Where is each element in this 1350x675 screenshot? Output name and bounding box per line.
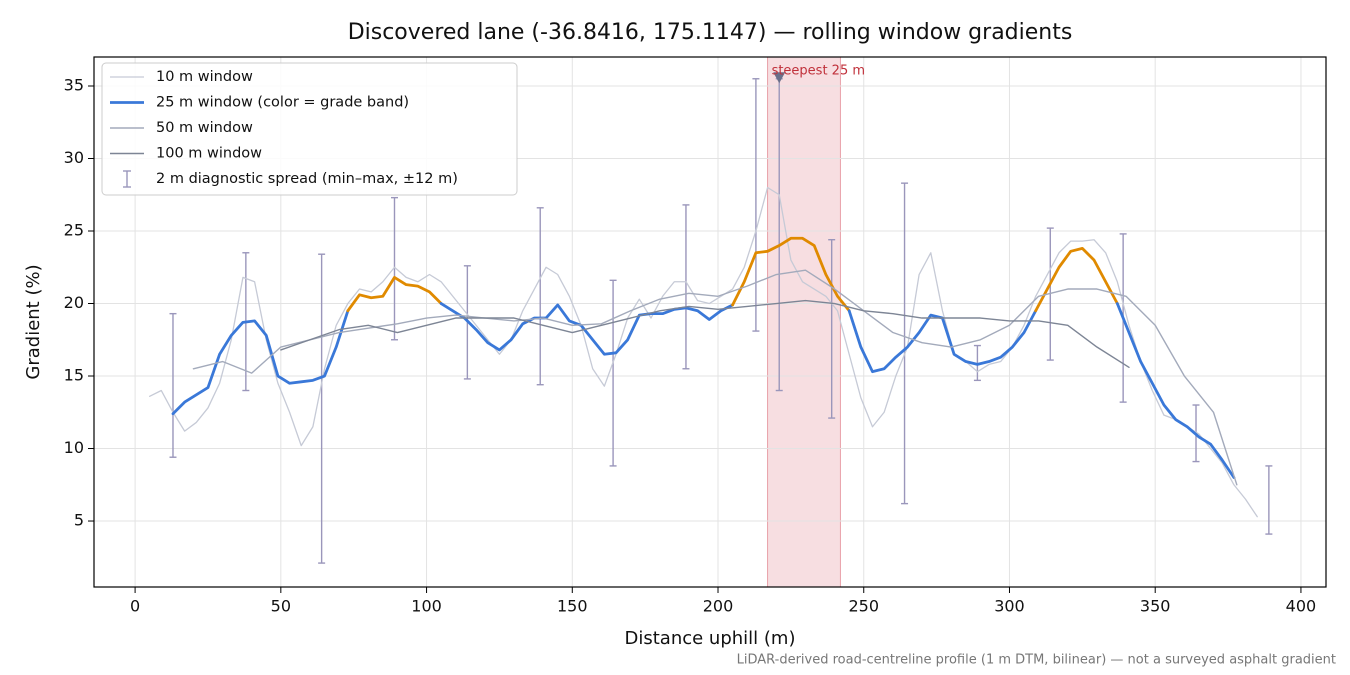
error-bar xyxy=(390,196,398,341)
error-bar xyxy=(536,207,544,386)
legend-label: 100 m window xyxy=(156,146,262,162)
error-bar xyxy=(1265,465,1273,535)
x-tick-label: 100 xyxy=(411,597,442,616)
plot-frame xyxy=(93,56,1327,588)
series-line-band xyxy=(1115,302,1236,479)
footnote: LiDAR-derived road-centreline profile (1… xyxy=(737,653,1336,668)
error-bar xyxy=(169,312,177,458)
series-line xyxy=(280,299,1130,369)
chart-title: Discovered lane (-36.8416, 175.1147) — r… xyxy=(348,20,1073,45)
x-tick-label: 300 xyxy=(994,597,1025,616)
highlight-label: steepest 25 m xyxy=(772,64,865,79)
legend-label: 10 m window xyxy=(156,69,253,85)
legend-label: 50 m window xyxy=(156,120,253,136)
legend-label: 2 m diagnostic spread (min–max, ±12 m) xyxy=(156,171,458,187)
error-bar xyxy=(1046,227,1054,361)
series-line xyxy=(149,186,1258,518)
error-bar xyxy=(901,182,909,505)
series-line-band xyxy=(171,309,350,416)
legend-label: 25 m window (color = grade band) xyxy=(156,95,409,111)
y-tick-label: 5 xyxy=(74,511,84,530)
error-bar xyxy=(752,78,760,332)
legend: 10 m window 25 m window (color = grade ba… xyxy=(101,62,518,196)
series-line-band xyxy=(731,236,851,313)
error-bar xyxy=(318,253,326,564)
x-tick-label: 350 xyxy=(1140,597,1171,616)
series-line-band xyxy=(439,302,734,356)
x-tick-label: 250 xyxy=(848,597,879,616)
x-tick-label: 50 xyxy=(271,597,291,616)
x-axis-label: Distance uphill (m) xyxy=(625,628,796,649)
y-tick-label: 15 xyxy=(64,366,84,385)
y-tick-label: 25 xyxy=(64,221,84,240)
legend-box xyxy=(101,62,518,196)
x-tick-label: 150 xyxy=(557,597,588,616)
y-axis-label: Gradient (%) xyxy=(23,264,44,379)
series-line-band xyxy=(346,276,443,313)
x-tick-label: 400 xyxy=(1286,597,1317,616)
x-tick-label: 0 xyxy=(130,597,140,616)
steepest-marker xyxy=(773,72,786,84)
error-bar xyxy=(828,239,836,419)
error-bar xyxy=(609,279,617,467)
y-tick-label: 20 xyxy=(64,293,84,312)
error-bar xyxy=(973,344,981,382)
y-tick-label: 10 xyxy=(64,438,84,457)
y-tick-label: 35 xyxy=(64,76,84,95)
highlight-band xyxy=(767,56,841,588)
error-bar xyxy=(682,204,690,370)
series-line xyxy=(192,269,1238,486)
y-tick-label: 30 xyxy=(64,148,84,167)
x-tick-label: 200 xyxy=(703,597,734,616)
series-line-band xyxy=(1034,247,1119,313)
